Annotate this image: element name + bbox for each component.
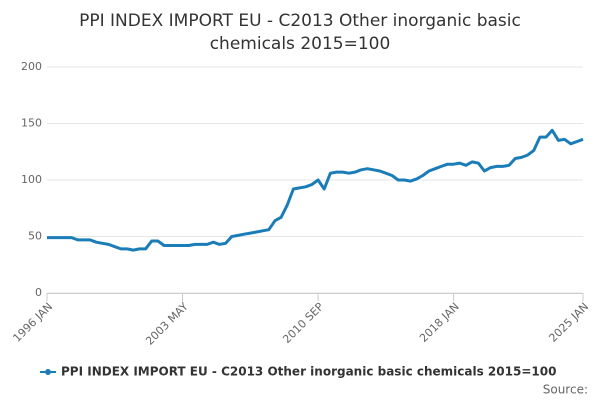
x-tick-label: 2003 MAY [143,300,191,348]
chart-title: PPI INDEX IMPORT EU - C2013 Other inorga… [79,11,521,31]
source: Source: [543,383,588,397]
x-tick-label: 2025 JAN [546,300,591,345]
y-tick-label: 200 [21,60,42,73]
x-tick-label: 1996 JAN [10,300,55,345]
y-tick-label: 100 [21,173,42,186]
data-line [47,128,584,252]
y-tick-label: 50 [28,230,42,243]
x-tick-label: 2018 JAN [417,300,462,345]
x-tick-label: 2010 SEP [280,300,326,346]
legend-label: PPI INDEX IMPORT EU - C2013 Other inorga… [61,365,556,379]
chart-title: chemicals 2015=100 [210,34,391,54]
y-tick-label: 150 [21,117,42,130]
y-tick-label: 0 [35,286,42,299]
legend-marker [45,369,51,375]
